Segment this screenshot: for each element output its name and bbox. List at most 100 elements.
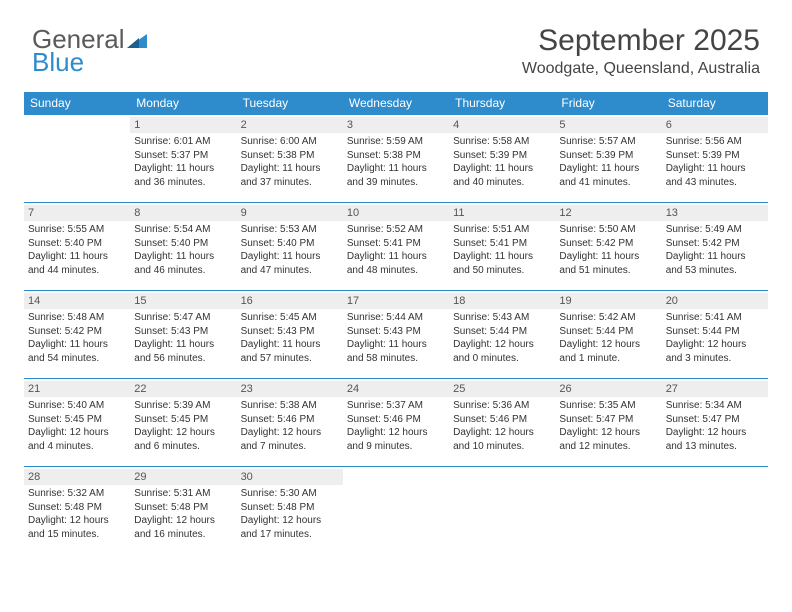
day-cell: 1 Sunrise: 6:01 AMSunset: 5:37 PMDaylight… [130,115,236,203]
day-number: 12 [555,205,661,221]
day-number: 28 [24,469,130,485]
day-cell: 23 Sunrise: 5:38 AMSunset: 5:46 PMDayligh… [237,379,343,467]
day-cell: 26Sunrise: 5:35 AMSunset: 5:47 PMDayligh… [555,379,661,467]
logo: General Blue [32,28,151,75]
day-cell: 19 Sunrise: 5:42 AMSunset: 5:44 PMDayligh… [555,291,661,379]
day-info: Sunrise: 5:42 AMSunset: 5:44 PMDaylight:… [559,311,657,365]
day-number: 18 [449,293,555,309]
day-cell: 29Sunrise: 5:31 AMSunset: 5:48 PMDayligh… [130,467,236,555]
day-info: Sunrise: 5:43 AMSunset: 5:44 PMDaylight:… [453,311,551,365]
day-number: 2 [237,117,343,133]
day-info: Sunrise: 5:34 AMSunset: 5:47 PMDaylight:… [666,399,764,453]
weekday-header: Thursday [449,92,555,115]
day-cell: 17 Sunrise: 5:44 AMSunset: 5:43 PMDayligh… [343,291,449,379]
day-info: Sunrise: 5:48 AMSunset: 5:42 PMDaylight:… [28,311,126,365]
day-number: 15 [130,293,236,309]
day-cell: 11Sunrise: 5:51 AMSunset: 5:41 PMDayligh… [449,203,555,291]
day-cell: 12 Sunrise: 5:50 AMSunset: 5:42 PMDayligh… [555,203,661,291]
day-number: 20 [662,293,768,309]
day-number: 19 [555,293,661,309]
weekday-header: Friday [555,92,661,115]
day-info: Sunrise: 5:50 AMSunset: 5:42 PMDaylight:… [559,223,657,277]
day-info: Sunrise: 5:59 AMSunset: 5:38 PMDaylight:… [347,135,445,189]
day-cell: 30 Sunrise: 5:30 AMSunset: 5:48 PMDayligh… [237,467,343,555]
day-info: Sunrise: 5:57 AMSunset: 5:39 PMDaylight:… [559,135,657,189]
day-info: Sunrise: 5:52 AMSunset: 5:41 PMDaylight:… [347,223,445,277]
day-info: Sunrise: 5:54 AMSunset: 5:40 PMDaylight:… [134,223,232,277]
day-cell: 2 Sunrise: 6:00 AMSunset: 5:38 PMDaylight… [237,115,343,203]
day-info: Sunrise: 5:41 AMSunset: 5:44 PMDaylight:… [666,311,764,365]
day-number: 8 [130,205,236,221]
day-cell [555,467,661,555]
day-info: Sunrise: 6:01 AMSunset: 5:37 PMDaylight:… [134,135,232,189]
day-info: Sunrise: 5:58 AMSunset: 5:39 PMDaylight:… [453,135,551,189]
day-info: Sunrise: 5:56 AMSunset: 5:39 PMDaylight:… [666,135,764,189]
weekday-header: Tuesday [237,92,343,115]
day-info: Sunrise: 5:45 AMSunset: 5:43 PMDaylight:… [241,311,339,365]
day-info: Sunrise: 5:38 AMSunset: 5:46 PMDaylight:… [241,399,339,453]
day-number: 9 [237,205,343,221]
day-cell [662,467,768,555]
day-number: 1 [130,117,236,133]
day-cell: 18 Sunrise: 5:43 AMSunset: 5:44 PMDayligh… [449,291,555,379]
day-number: 22 [130,381,236,397]
day-cell: 22 Sunrise: 5:39 AMSunset: 5:45 PMDayligh… [130,379,236,467]
day-cell: 15 Sunrise: 5:47 AMSunset: 5:43 PMDayligh… [130,291,236,379]
day-cell: 24Sunrise: 5:37 AMSunset: 5:46 PMDayligh… [343,379,449,467]
day-info: Sunrise: 5:30 AMSunset: 5:48 PMDaylight:… [241,487,339,541]
day-cell [343,467,449,555]
day-number: 6 [662,117,768,133]
logo-word-blue: Blue [32,47,84,77]
week-row: 21 Sunrise: 5:40 AMSunset: 5:45 PMDayligh… [24,379,768,467]
week-row: 7Sunrise: 5:55 AMSunset: 5:40 PMDaylight… [24,203,768,291]
day-cell: 7Sunrise: 5:55 AMSunset: 5:40 PMDaylight… [24,203,130,291]
logo-triangle-icon [127,24,151,54]
weekday-header: Saturday [662,92,768,115]
day-info: Sunrise: 5:44 AMSunset: 5:43 PMDaylight:… [347,311,445,365]
day-cell: 4 Sunrise: 5:58 AMSunset: 5:39 PMDaylight… [449,115,555,203]
calendar-table: SundayMondayTuesdayWednesdayThursdayFrid… [24,92,768,555]
day-cell: 13 Sunrise: 5:49 AMSunset: 5:42 PMDayligh… [662,203,768,291]
day-number: 25 [449,381,555,397]
day-cell: 25Sunrise: 5:36 AMSunset: 5:46 PMDayligh… [449,379,555,467]
title-block: September 2025 Woodgate, Queensland, Aus… [522,24,760,78]
week-row: 14 Sunrise: 5:48 AMSunset: 5:42 PMDayligh… [24,291,768,379]
day-info: Sunrise: 5:49 AMSunset: 5:42 PMDaylight:… [666,223,764,277]
day-number: 13 [662,205,768,221]
day-number: 14 [24,293,130,309]
day-cell: 8 Sunrise: 5:54 AMSunset: 5:40 PMDaylight… [130,203,236,291]
day-info: Sunrise: 5:31 AMSunset: 5:48 PMDaylight:… [134,487,232,541]
day-number: 11 [449,205,555,221]
day-cell: 28 Sunrise: 5:32 AMSunset: 5:48 PMDayligh… [24,467,130,555]
day-info: Sunrise: 5:53 AMSunset: 5:40 PMDaylight:… [241,223,339,277]
day-info: Sunrise: 5:47 AMSunset: 5:43 PMDaylight:… [134,311,232,365]
weekday-header: Monday [130,92,236,115]
day-cell [449,467,555,555]
day-number: 16 [237,293,343,309]
day-number: 5 [555,117,661,133]
day-cell: 5 Sunrise: 5:57 AMSunset: 5:39 PMDaylight… [555,115,661,203]
day-number: 21 [24,381,130,397]
week-row: 28 Sunrise: 5:32 AMSunset: 5:48 PMDayligh… [24,467,768,555]
day-cell: 16 Sunrise: 5:45 AMSunset: 5:43 PMDayligh… [237,291,343,379]
day-cell: 21 Sunrise: 5:40 AMSunset: 5:45 PMDayligh… [24,379,130,467]
day-cell: 6 Sunrise: 5:56 AMSunset: 5:39 PMDaylight… [662,115,768,203]
day-number: 30 [237,469,343,485]
day-cell: 3Sunrise: 5:59 AMSunset: 5:38 PMDaylight… [343,115,449,203]
day-number: 17 [343,293,449,309]
day-info: Sunrise: 5:32 AMSunset: 5:48 PMDaylight:… [28,487,126,541]
day-number: 23 [237,381,343,397]
day-info: Sunrise: 5:39 AMSunset: 5:45 PMDaylight:… [134,399,232,453]
day-cell: 14 Sunrise: 5:48 AMSunset: 5:42 PMDayligh… [24,291,130,379]
day-info: Sunrise: 5:40 AMSunset: 5:45 PMDaylight:… [28,399,126,453]
day-number: 27 [662,381,768,397]
title-month: September 2025 [522,24,760,58]
weekday-header: Wednesday [343,92,449,115]
day-info: Sunrise: 6:00 AMSunset: 5:38 PMDaylight:… [241,135,339,189]
day-cell: 20 Sunrise: 5:41 AMSunset: 5:44 PMDayligh… [662,291,768,379]
day-number: 4 [449,117,555,133]
day-cell: 10Sunrise: 5:52 AMSunset: 5:41 PMDayligh… [343,203,449,291]
week-row: 1 Sunrise: 6:01 AMSunset: 5:37 PMDaylight… [24,115,768,203]
day-number: 26 [555,381,661,397]
title-location: Woodgate, Queensland, Australia [522,60,760,78]
